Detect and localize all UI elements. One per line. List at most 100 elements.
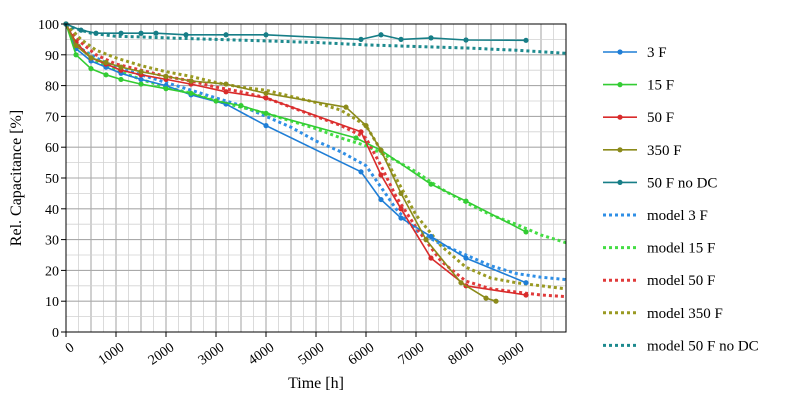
data-point: [358, 129, 364, 135]
series-line: [65, 23, 527, 42]
y-tick-label: 10: [45, 295, 59, 310]
series-1: [63, 21, 529, 235]
x-tick-label: 5000: [296, 340, 328, 368]
legend-item: 50 F no DC: [603, 175, 717, 191]
data-point: [263, 123, 269, 129]
data-point: [523, 37, 529, 43]
x-tick-label: 9000: [496, 340, 528, 368]
legend-label: model 15 F: [647, 241, 715, 257]
data-point: [523, 229, 529, 235]
legend-item: model 350 F: [603, 306, 723, 322]
data-point: [428, 181, 434, 187]
legend-item: 3 F: [603, 45, 667, 61]
data-point: [73, 42, 79, 49]
legend-label: 350 F: [647, 143, 682, 159]
legend-marker: [617, 179, 623, 185]
x-axis-title: Time [h]: [288, 375, 344, 392]
data-point: [103, 59, 109, 66]
y-axis-title: Rel. Capacitance [%]: [8, 110, 25, 246]
data-point: [223, 32, 229, 38]
x-tick-label: 7000: [396, 340, 428, 368]
data-point: [163, 73, 169, 79]
series-4: [63, 21, 529, 43]
data-point: [138, 81, 144, 87]
data-point: [118, 76, 124, 83]
legend-label: model 350 F: [647, 306, 723, 322]
data-point: [163, 86, 169, 92]
legend-item: model 3 F: [603, 208, 708, 224]
x-tick-label: 6000: [346, 340, 378, 368]
data-point: [458, 280, 464, 286]
data-point: [398, 206, 404, 212]
data-point: [343, 104, 349, 110]
data-point: [358, 36, 364, 43]
legend-label: 50 F no DC: [647, 175, 717, 191]
data-point: [263, 32, 269, 38]
y-tick-label: 60: [45, 141, 59, 156]
data-point: [213, 98, 219, 104]
data-point: [428, 35, 434, 41]
data-point: [118, 30, 124, 36]
legend-marker: [617, 49, 623, 55]
data-point: [88, 55, 94, 61]
y-tick-label: 0: [52, 326, 59, 341]
series-line: [65, 23, 527, 296]
data-point: [483, 295, 489, 301]
data-point: [378, 196, 384, 203]
legend-label: model 50 F: [647, 273, 715, 289]
x-tick-label: 0: [63, 340, 77, 356]
data-point: [138, 69, 144, 75]
y-tick-label: 90: [45, 49, 59, 64]
data-point: [523, 280, 529, 286]
legend-label: 50 F: [647, 110, 674, 126]
data-point: [353, 135, 359, 141]
legend-item: model 15 F: [603, 241, 715, 257]
legend-marker: [617, 147, 623, 153]
data-point: [398, 215, 404, 221]
series-3: [63, 21, 499, 304]
x-tick-label: 2000: [146, 340, 178, 368]
data-point: [398, 190, 404, 196]
legend-marker: [617, 114, 623, 120]
data-point: [523, 292, 529, 298]
x-tick-label: 8000: [446, 340, 478, 368]
y-tick-label: 50: [45, 172, 59, 187]
series-0: [63, 21, 529, 286]
x-tick-label: 3000: [196, 340, 228, 368]
data-point: [398, 36, 404, 43]
data-point: [188, 90, 194, 96]
data-point: [428, 233, 434, 240]
data-point: [223, 81, 229, 87]
data-point: [463, 37, 469, 43]
y-tick-label: 70: [45, 110, 59, 125]
y-tick-label: 40: [45, 203, 59, 218]
data-point: [378, 147, 384, 153]
data-point: [78, 27, 84, 33]
legend-item: model 50 F: [603, 273, 715, 289]
x-tick-label: 1000: [96, 340, 128, 368]
y-tick-label: 80: [45, 80, 59, 95]
legend-marker: [617, 82, 623, 88]
series-line: [65, 23, 527, 284]
data-point: [423, 237, 429, 243]
y-tick-label: 100: [38, 18, 59, 33]
legend-item: 50 F: [603, 110, 674, 126]
data-point: [138, 76, 144, 83]
data-point: [103, 72, 109, 78]
series-line: [65, 23, 527, 233]
data-point: [263, 110, 269, 116]
data-point: [118, 64, 124, 70]
series-line: [64, 23, 567, 245]
series-layer: [63, 21, 567, 304]
data-point: [428, 255, 434, 261]
data-point: [493, 298, 499, 304]
data-point: [238, 103, 244, 109]
legend-label: model 3 F: [647, 208, 708, 224]
legend: 3 F 15 F 50 F 350 F 50 F no DC model 3 F model…: [603, 45, 759, 354]
legend-item: model 50 F no DC: [603, 338, 759, 354]
y-tick-label: 30: [45, 234, 59, 249]
data-point: [378, 32, 384, 38]
data-point: [138, 30, 144, 36]
legend-label: 3 F: [647, 45, 667, 61]
